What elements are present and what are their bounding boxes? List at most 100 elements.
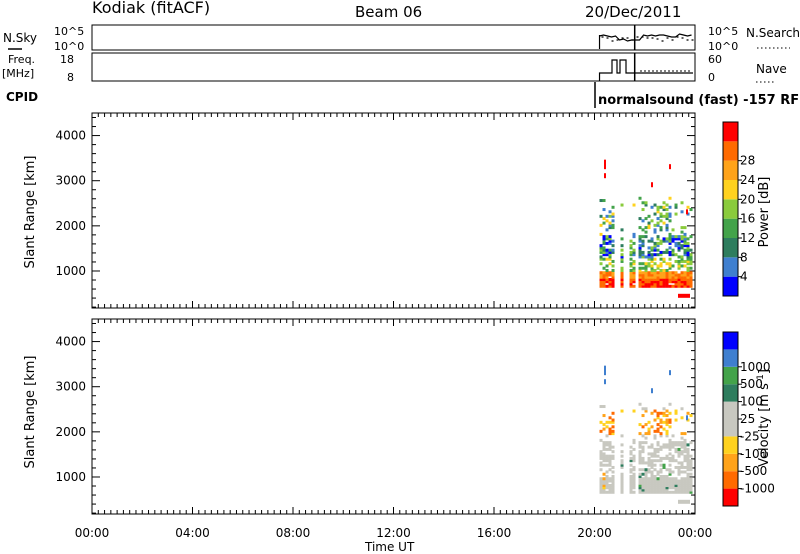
power-echo-cell [674, 205, 678, 209]
velocity-echo-cell [620, 463, 624, 467]
velocity-echo-cell [659, 481, 663, 485]
power-echo-cell [602, 266, 606, 270]
power-echo-cell [686, 241, 690, 245]
velocity-echo-cell [656, 450, 660, 454]
velocity-echo-cell [680, 450, 684, 454]
power-echo-cell [599, 255, 603, 259]
velocity-echo-cell [650, 490, 654, 494]
velocity-echo-cell [689, 463, 693, 467]
velocity-echo-cell [647, 459, 651, 463]
power-echo-cell [647, 262, 651, 266]
power-echo-cell [662, 268, 666, 272]
power-echo-cell [686, 266, 690, 270]
velocity-echo-cell [602, 484, 606, 488]
velocity-echo-cell [647, 486, 651, 490]
power-echo-cell [689, 284, 693, 288]
power-echo-cell [629, 280, 633, 284]
power-echo-cell [674, 271, 678, 275]
power-echo-cell [686, 262, 690, 266]
power-echo-cell [599, 284, 603, 288]
velocity-echo-cell [674, 486, 678, 490]
power-echo-cell [629, 246, 633, 250]
time-tick-label: 20:00 [577, 526, 612, 540]
power-echo-cell [668, 239, 672, 243]
power-echo-cell [604, 164, 606, 170]
power-echo-cell [602, 282, 606, 286]
power-echo-cell [638, 237, 642, 241]
power-echo-cell [677, 255, 681, 259]
velocity-echoes [599, 365, 693, 504]
power-echo-cell [611, 273, 615, 277]
velocity-echo-cell [683, 486, 687, 490]
power-echo-cell [644, 268, 648, 272]
velocity-echo-cell [602, 488, 606, 492]
power-echo-cell [665, 278, 669, 282]
power-echo-cell [611, 284, 615, 288]
velocity-echo-cell [665, 432, 669, 436]
velocity-echo-cell [605, 447, 609, 451]
velocity-echo-cell [611, 456, 615, 460]
velocity-echo-cell [662, 463, 666, 467]
velocity-echo-cell [683, 432, 687, 436]
velocity-echo-cell [662, 477, 666, 481]
velocity-echo-cell [605, 479, 609, 483]
power-echo-cell [683, 244, 687, 248]
power-echo-cell [611, 250, 615, 254]
power-echo-cell [647, 246, 651, 250]
power-echo-cell [653, 244, 657, 248]
velocity-echo-cell [602, 452, 606, 456]
velocity-echo-cell [647, 420, 651, 424]
freq-line [598, 59, 693, 81]
nsky-tick-bottom: 10^0 [54, 40, 84, 53]
power-echo-cell [678, 293, 681, 298]
power-echo-cell [686, 271, 690, 275]
power-echo-cell [644, 282, 648, 286]
velocity-echo-cell [602, 441, 606, 445]
power-echo-cell [677, 262, 681, 266]
power-echo-cell [656, 244, 660, 248]
power-echo-cell [641, 282, 645, 286]
velocity-echo-cell [686, 488, 690, 492]
velocity-echo-cell [602, 445, 606, 449]
power-echo-cell [668, 241, 672, 245]
power-echo-cell [686, 257, 690, 261]
velocity-echo-cell [641, 488, 645, 492]
velocity-echo-cell [605, 470, 609, 474]
freq-label: Freq. [8, 53, 35, 66]
power-echo-cell [674, 273, 678, 277]
velocity-echo-cell [638, 490, 642, 494]
velocity-echo-cell [647, 429, 651, 433]
velocity-echo-cell [650, 477, 654, 481]
velocity-echo-cell [638, 452, 642, 456]
velocity-echo-cell [683, 445, 687, 449]
time-axis: 00:00 04:00 08:00 12:00 16:00 20:00 00:00 [75, 526, 713, 540]
nsearch-tick-bottom: 10^0 [708, 40, 738, 53]
power-echo-cell [608, 241, 612, 245]
velocity-echo-cell [668, 425, 672, 429]
velocity-echo-cell [632, 465, 636, 469]
velocity-echo-cell [650, 443, 654, 447]
power-echo-cell [650, 271, 654, 275]
power-echo-cell [605, 278, 609, 282]
velocity-echo-cell [662, 474, 666, 478]
velocity-echo-cell [599, 450, 603, 454]
power-echo-cell [674, 278, 678, 282]
power-echo-cell [638, 248, 642, 252]
power-echo-cell [653, 278, 657, 282]
velocity-echo-cell [602, 479, 606, 483]
velocity-echo-cell [608, 484, 612, 488]
power-echo-cell [602, 280, 606, 284]
power-echo-cell [602, 250, 606, 254]
velocity-echo-cell [668, 402, 672, 406]
velocity-echo-cell [662, 443, 666, 447]
power-echo-cell [677, 246, 681, 250]
velocity-echo-cell [629, 452, 633, 456]
velocity-echo-cell [620, 450, 624, 454]
velocity-echo-cell [668, 470, 672, 474]
power-echo-cell [686, 205, 690, 209]
power-echo-cell [665, 268, 669, 272]
power-echo-cell [611, 259, 615, 263]
freq-panel: Freq. [MHz] 18 8 60 0 Nave [2, 52, 787, 84]
velocity-echo-cell [668, 438, 672, 442]
power-echo-cell [632, 266, 636, 270]
